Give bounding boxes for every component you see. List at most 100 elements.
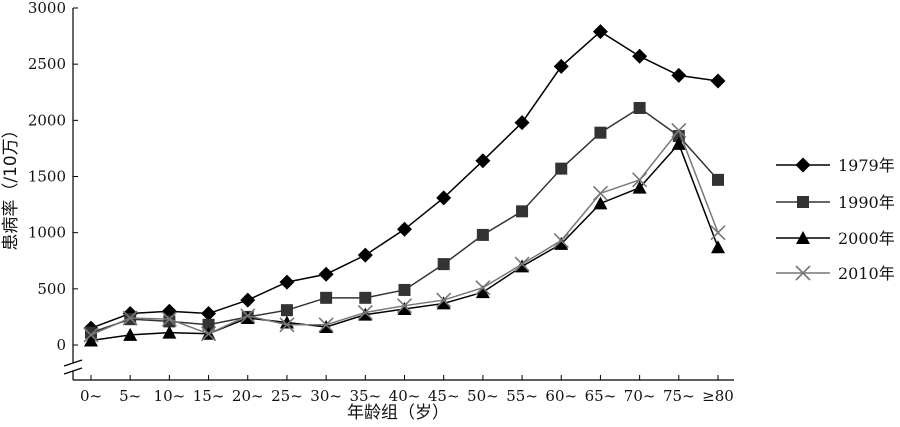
data-point (437, 258, 450, 271)
data-point (711, 240, 725, 254)
y-axis-ticks: 0 500 1000 1500 2000 2500 3000 (28, 0, 78, 354)
data-point (200, 326, 217, 342)
data-point (240, 308, 256, 324)
data-point (476, 228, 489, 241)
data-point (475, 285, 490, 299)
data-point (516, 205, 529, 218)
axes (63, 8, 734, 381)
y-tick-label: 500 (37, 280, 66, 298)
data-point (83, 327, 99, 343)
data-point (397, 221, 412, 237)
series-line (90, 107, 719, 334)
data-point (593, 196, 608, 210)
y-tick-label: 1000 (28, 224, 66, 242)
y-tick-label: 0 (56, 336, 66, 354)
legend-marker (795, 265, 811, 281)
data-point (320, 291, 333, 304)
data-point (475, 280, 491, 296)
data-point (671, 67, 687, 83)
data-point (280, 304, 293, 317)
data-point (397, 302, 412, 316)
x-tick-label: 35~ (349, 387, 381, 405)
x-axis-title: 年龄组（岁） (347, 403, 449, 423)
data-point (123, 327, 138, 341)
legend-label: 2010年 (838, 264, 895, 283)
data-point (319, 320, 334, 333)
data-point (357, 247, 373, 263)
x-tick-label: 10~ (154, 387, 186, 405)
x-tick-label: 40~ (389, 387, 421, 405)
legend-item: 2010年 (776, 264, 895, 283)
data-point (592, 24, 608, 40)
data-point (436, 292, 452, 308)
data-point (633, 101, 646, 114)
data-point (202, 318, 215, 331)
legend-item: 2000年 (776, 229, 895, 248)
x-tick-label: 30~ (310, 387, 342, 405)
data-point (671, 122, 687, 139)
x-tick-label: 65~ (585, 387, 617, 405)
data-point (318, 317, 334, 333)
legend-label: 2000年 (838, 229, 895, 248)
series-line (90, 30, 719, 329)
data-point (279, 274, 295, 290)
data-point (710, 73, 726, 89)
data-point (122, 310, 138, 326)
data-point (436, 190, 452, 206)
data-point (240, 311, 255, 324)
x-tick-label: 25~ (271, 387, 303, 405)
data-point (85, 326, 97, 339)
data-point (555, 162, 568, 175)
legend-marker (797, 196, 809, 208)
legend-item: 1979年 (776, 156, 895, 175)
data-point (553, 58, 569, 74)
legend-item: 1990年 (776, 193, 895, 212)
data-point (358, 307, 373, 321)
x-tick-label: 15~ (193, 387, 225, 405)
data-point (632, 172, 648, 188)
data-point (84, 333, 98, 347)
legend-label: 1990年 (838, 193, 895, 212)
y-axis-title: 患病率（/10万） (1, 121, 21, 250)
data-point (357, 304, 373, 320)
data-point (592, 185, 609, 201)
data-point (398, 283, 411, 296)
series-2010年 (83, 122, 726, 343)
data-point (201, 306, 217, 322)
data-point (515, 259, 530, 273)
x-tick-label: 75~ (663, 387, 695, 405)
data-point (553, 232, 569, 249)
data-point (712, 173, 724, 186)
data-point (359, 291, 372, 304)
x-axis-ticks: 0~ 5~ 10~ 15~ 20~ 25~ 30~ 35~ 40~ 45~ 50~ 55~ 60~ 65~… (80, 375, 734, 405)
x-tick-label: 20~ (232, 387, 264, 405)
x-tick-label: 45~ (428, 387, 460, 405)
legend: 1979年 1990年 2000年 2010年 (776, 156, 895, 283)
series-2000年 (84, 136, 725, 347)
data-point (514, 115, 530, 131)
series-layer (83, 24, 726, 347)
data-point (279, 317, 295, 333)
y-tick-label: 1500 (28, 168, 66, 186)
data-point (475, 153, 491, 169)
data-point (396, 298, 413, 314)
x-tick-label: 0~ (80, 387, 102, 405)
x-tick-label: 50~ (467, 387, 499, 405)
x-tick-label: 5~ (119, 387, 141, 405)
data-point (671, 136, 686, 150)
data-point (710, 225, 726, 241)
data-point (554, 236, 569, 250)
data-point (514, 256, 530, 272)
data-point (594, 126, 607, 139)
x-tick-label: 70~ (624, 387, 656, 405)
data-point (161, 311, 177, 327)
y-axis-break-mark (63, 359, 83, 367)
data-point (318, 266, 334, 282)
y-tick-label: 3000 (28, 0, 66, 17)
data-point (632, 48, 648, 64)
x-tick-label: 55~ (506, 387, 538, 405)
legend-marker (796, 231, 810, 244)
y-axis-break-mark (63, 367, 83, 375)
data-point (632, 180, 647, 194)
